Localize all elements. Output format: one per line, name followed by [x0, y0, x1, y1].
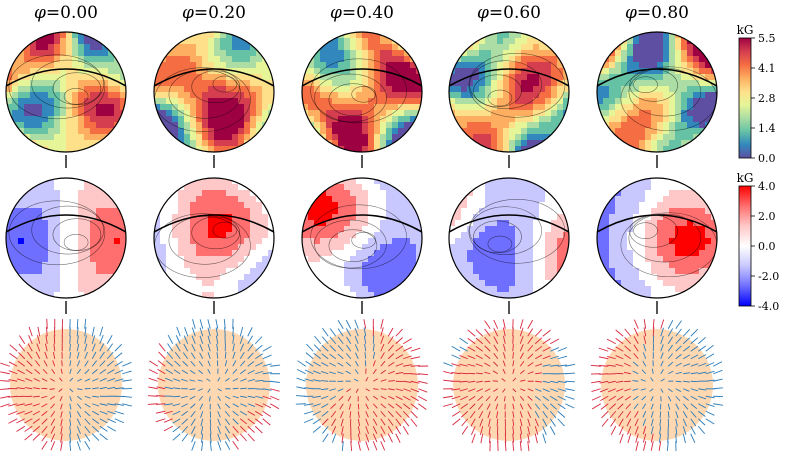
colorbar-tick-label: 0.0: [758, 152, 776, 165]
sphere-field-modulus: [596, 31, 718, 168]
colorbar-tick-label: 1.4: [758, 122, 776, 135]
sphere-field-vectors: [295, 318, 429, 452]
phase-label: φ=0.60: [477, 3, 541, 23]
colorbar-unit: kG: [737, 171, 754, 185]
sphere-field-modulus: [448, 31, 570, 168]
phase-label: φ=0.20: [182, 3, 246, 23]
colorbar-tick-label: 0.0: [758, 240, 776, 253]
colorbar-tick-label: 2.0: [758, 210, 776, 223]
phase-label: φ=0.00: [34, 3, 98, 23]
sphere-radial-field: [448, 177, 570, 314]
colorbar-tick-label: -2.0: [758, 270, 779, 283]
colorbar-tick-label: -4.0: [758, 300, 779, 313]
sphere-field-vectors: [590, 319, 724, 452]
colorbar-tick-label: 2.8: [758, 92, 776, 105]
sphere-field-modulus: [153, 31, 275, 168]
radial-colorbar: kG 4.0 2.0 0.0 -2.0 -4.0: [737, 171, 780, 313]
radial-field-row: [5, 177, 718, 314]
phase-label: φ=0.40: [330, 3, 394, 23]
phase-label: φ=0.80: [625, 3, 689, 23]
sphere-radial-field: [301, 177, 423, 314]
sphere-field-vectors: [147, 318, 281, 451]
colorbars: kG 5.5 4.1 2.8 1.4 0.0 kG 4.0 2.0 0.0 -2.0 -4.0: [737, 23, 780, 313]
field-vectors-row: [0, 318, 724, 452]
colorbar-tick-label: 5.5: [758, 32, 776, 45]
sphere-radial-field: [153, 177, 275, 314]
phase-labels: φ=0.00 φ=0.20 φ=0.40 φ=0.60 φ=0.80: [34, 3, 689, 23]
colorbar-tick-label: 4.0: [758, 180, 776, 193]
colorbar-unit: kG: [737, 23, 754, 37]
sphere-field-vectors: [0, 318, 133, 451]
modulus-colorbar: kG 5.5 4.1 2.8 1.4 0.0: [737, 23, 776, 165]
sphere-field-modulus: [301, 31, 423, 168]
sphere-radial-field: [596, 177, 718, 314]
sphere-field-vectors: [443, 319, 576, 452]
sphere-radial-field: [5, 177, 127, 314]
field-modulus-row: [5, 31, 718, 168]
sphere-field-modulus: [5, 31, 127, 168]
colorbar-tick-label: 4.1: [758, 62, 776, 75]
